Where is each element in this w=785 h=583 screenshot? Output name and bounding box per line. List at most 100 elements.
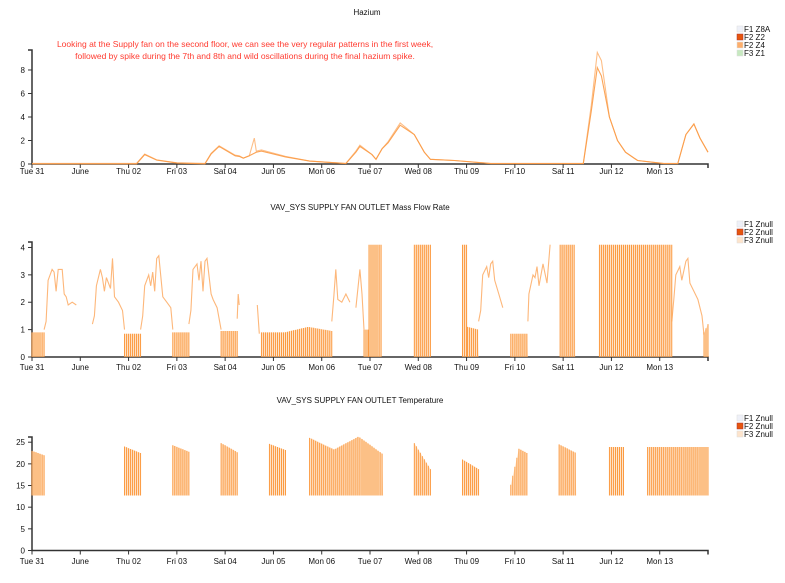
mass-flow-plot: 0 1 2 3 4 Tue 31 June Thu 02 Fri 03 Sat 04 Jun 05 M…	[20, 220, 773, 372]
y-tick-label: 2	[21, 136, 26, 145]
x-tick-label: Mon 13	[646, 363, 673, 372]
hazium-plot: 0 2 4 6 8 Tue 31 June Thu 02 Fri 03 Sat 04 Jun 05 M…	[20, 25, 771, 176]
x-tick-label: Mon 06	[308, 167, 335, 176]
series-line	[43, 244, 705, 336]
chart-title: VAV_SYS SUPPLY FAN OUTLET Temperature	[277, 396, 444, 405]
oscillation-band-strokes	[647, 447, 709, 496]
legend-swatch	[736, 25, 744, 33]
x-tick-label: Thu 02	[116, 363, 141, 372]
oscillation-band-strokes	[172, 332, 190, 357]
x-tick-label: Fri 03	[167, 363, 188, 372]
y-tick-label: 6	[21, 89, 26, 98]
x-tick-label: Wed 08	[405, 363, 433, 372]
oscillation-band-strokes	[608, 447, 624, 496]
x-tick-label: Tue 31	[20, 167, 45, 176]
y-tick-label: 4	[21, 243, 26, 252]
oscillation-band-strokes	[510, 333, 528, 357]
legend-label: F3 Znull	[744, 236, 773, 245]
legend-label: F3 Z1	[744, 49, 765, 58]
legend-swatch	[736, 41, 744, 49]
oscillation-band-strokes	[268, 443, 286, 496]
x-tick-label: Thu 09	[454, 557, 479, 566]
legend-label: F1 Z8A	[744, 25, 771, 34]
y-tick-label: 25	[16, 438, 25, 447]
x-tick-label: Wed 08	[405, 557, 433, 566]
legend-swatch	[736, 220, 744, 228]
x-tick-label: Thu 02	[116, 557, 141, 566]
legend-label: F3 Znull	[744, 430, 773, 439]
oscillation-band-strokes	[413, 244, 431, 357]
oscillation-band-strokes	[309, 436, 383, 496]
oscillation-band-strokes	[220, 331, 238, 357]
x-tick-label: Thu 09	[454, 167, 479, 176]
oscillation-band-strokes	[363, 329, 369, 357]
legend-swatch	[736, 49, 744, 57]
legend-swatch	[736, 33, 744, 41]
x-tick-label: Mon 06	[308, 557, 335, 566]
y-tick-label: 5	[21, 525, 26, 534]
y-tick-label: 4	[21, 113, 26, 122]
legend-label: F1 Znull	[744, 220, 773, 229]
series-line	[32, 50, 709, 164]
temperature-chart: VAV_SYS SUPPLY FAN OUTLET Temperature 0 5…	[16, 396, 773, 566]
y-tick-label: 0	[21, 160, 26, 169]
series-line	[32, 65, 709, 165]
x-tick-label: Jun 05	[261, 557, 286, 566]
x-tick-label: Tue 07	[358, 167, 383, 176]
oscillation-band-fill	[261, 327, 332, 357]
annotation-line-1: Looking at the Supply fan on the second …	[57, 39, 433, 49]
legend-label: F2 Znull	[744, 228, 773, 237]
legend-swatch	[736, 228, 744, 236]
x-tick-label: Tue 07	[358, 363, 383, 372]
temperature-plot: 0 5 10 15 20 25 Tue 31 June Thu 02 Fri 03 Sat 04 Ju…	[16, 414, 773, 566]
y-tick-label: 20	[16, 460, 25, 469]
oscillation-band-fill	[510, 333, 528, 357]
oscillation-band-strokes	[598, 244, 673, 357]
legend-label: F2 Z4	[744, 41, 765, 50]
y-tick-label: 8	[21, 66, 26, 75]
oscillation-band-strokes	[31, 332, 45, 357]
x-tick-label: Mon 06	[308, 363, 335, 372]
x-tick-label: Sat 04	[214, 557, 238, 566]
legend-swatch	[736, 236, 744, 244]
x-tick-label: Tue 31	[20, 363, 45, 372]
y-tick-label: 0	[21, 547, 26, 556]
oscillation-band-strokes	[462, 459, 480, 496]
oscillation-band-fill	[609, 447, 624, 496]
legend-swatch	[736, 422, 744, 430]
legend-label: F2 Z2	[744, 33, 765, 42]
axis-line	[28, 49, 709, 168]
oscillation-band-strokes	[220, 443, 238, 496]
x-tick-label: Mon 13	[646, 557, 673, 566]
x-tick-label: Fri 03	[167, 167, 188, 176]
oscillation-band-fill	[559, 444, 577, 496]
hazium-chart: Hazium Looking at the Supply fan on the …	[20, 8, 771, 176]
x-tick-label: June	[72, 363, 90, 372]
oscillation-band-strokes	[124, 446, 142, 496]
x-tick-label: Thu 09	[454, 363, 479, 372]
oscillation-band-strokes	[31, 450, 45, 496]
y-tick-label: 2	[21, 298, 26, 307]
x-tick-label: Mon 13	[646, 167, 673, 176]
oscillation-band-strokes	[559, 244, 575, 357]
x-tick-label: Wed 08	[405, 167, 433, 176]
annotation-line-2: followed by spike during the 7th and 8th…	[75, 51, 415, 61]
legend-swatch	[736, 414, 744, 422]
x-tick-label: Jun 12	[599, 167, 624, 176]
x-tick-label: Fri 03	[167, 557, 188, 566]
x-tick-label: June	[72, 167, 90, 176]
x-tick-label: Sat 04	[214, 167, 238, 176]
legend-label: F1 Znull	[744, 414, 773, 423]
oscillation-band-strokes	[368, 244, 382, 357]
chart-title: Hazium	[353, 8, 380, 17]
y-tick-label: 0	[21, 353, 26, 362]
oscillation-band-strokes	[462, 244, 468, 357]
x-tick-label: Tue 07	[358, 557, 383, 566]
x-tick-label: Thu 02	[116, 167, 141, 176]
x-tick-label: Jun 12	[599, 363, 624, 372]
mass-flow-chart: VAV_SYS SUPPLY FAN OUTLET Mass Flow Rate…	[20, 203, 773, 372]
y-tick-label: 3	[21, 271, 26, 280]
x-tick-label: Fri 10	[505, 363, 526, 372]
oscillation-band-strokes	[413, 443, 431, 496]
x-tick-label: Sat 11	[552, 557, 575, 566]
